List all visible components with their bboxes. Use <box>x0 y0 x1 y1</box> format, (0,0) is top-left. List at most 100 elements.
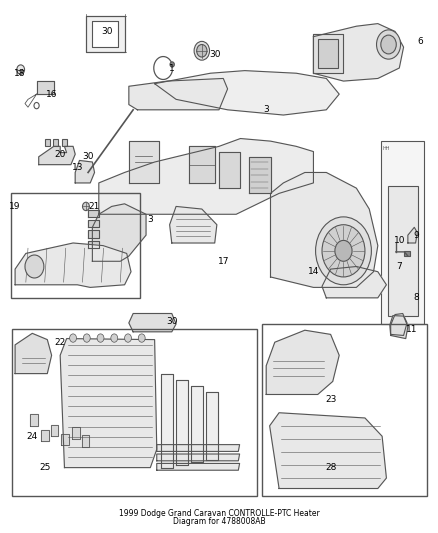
Text: 17: 17 <box>218 257 229 266</box>
Polygon shape <box>157 454 240 461</box>
Polygon shape <box>390 316 408 338</box>
Polygon shape <box>161 374 173 467</box>
Text: 20: 20 <box>54 150 66 159</box>
Bar <box>318 39 338 68</box>
Bar <box>262 324 427 496</box>
Polygon shape <box>41 430 49 441</box>
Circle shape <box>377 30 401 59</box>
Polygon shape <box>170 206 217 243</box>
Polygon shape <box>81 435 89 447</box>
Bar <box>45 139 50 147</box>
Polygon shape <box>36 81 54 94</box>
Text: 28: 28 <box>325 463 336 472</box>
Polygon shape <box>129 313 176 332</box>
Polygon shape <box>314 34 343 73</box>
Polygon shape <box>408 228 417 243</box>
Bar <box>86 16 124 52</box>
Polygon shape <box>322 266 386 298</box>
Text: 1: 1 <box>169 63 175 72</box>
Text: 7: 7 <box>396 262 402 271</box>
Polygon shape <box>72 427 80 439</box>
Polygon shape <box>189 147 215 183</box>
Circle shape <box>17 65 25 74</box>
Text: 30: 30 <box>82 152 94 161</box>
Polygon shape <box>155 71 339 115</box>
Text: 18: 18 <box>14 69 25 78</box>
Text: 13: 13 <box>71 163 83 172</box>
Circle shape <box>124 334 131 342</box>
Polygon shape <box>271 173 378 287</box>
Text: 30: 30 <box>166 317 177 326</box>
Polygon shape <box>60 338 157 467</box>
Polygon shape <box>129 78 228 110</box>
Polygon shape <box>219 151 240 188</box>
Text: 23: 23 <box>325 395 336 404</box>
Polygon shape <box>157 445 240 451</box>
Circle shape <box>315 217 371 285</box>
Polygon shape <box>75 160 95 183</box>
Polygon shape <box>266 330 339 394</box>
Polygon shape <box>15 243 131 287</box>
Circle shape <box>322 225 365 277</box>
Text: 1999 Dodge Grand Caravan CONTROLLE-PTC Heater: 1999 Dodge Grand Caravan CONTROLLE-PTC H… <box>119 508 319 518</box>
Bar <box>86 16 124 52</box>
Polygon shape <box>39 147 75 165</box>
Circle shape <box>170 62 174 67</box>
Text: 16: 16 <box>46 90 57 99</box>
Circle shape <box>25 255 44 278</box>
Bar <box>53 139 58 147</box>
Polygon shape <box>391 313 407 335</box>
Polygon shape <box>157 463 240 470</box>
Circle shape <box>82 202 89 211</box>
Text: 30: 30 <box>209 51 220 60</box>
Text: HH: HH <box>383 147 390 151</box>
Polygon shape <box>30 414 38 426</box>
Circle shape <box>138 334 145 342</box>
Circle shape <box>83 334 90 342</box>
Polygon shape <box>88 209 99 217</box>
Polygon shape <box>176 380 188 465</box>
Bar <box>62 139 67 147</box>
Circle shape <box>194 42 209 60</box>
Text: 9: 9 <box>413 231 419 240</box>
Polygon shape <box>88 220 99 228</box>
Polygon shape <box>249 157 271 193</box>
Text: 6: 6 <box>418 37 424 46</box>
Text: 24: 24 <box>27 432 38 441</box>
Text: 10: 10 <box>393 236 405 245</box>
Bar <box>92 21 118 47</box>
Bar <box>12 329 257 496</box>
Circle shape <box>70 334 77 342</box>
Circle shape <box>111 334 118 342</box>
Text: 19: 19 <box>9 202 21 211</box>
Text: Diagram for 4788008AB: Diagram for 4788008AB <box>173 517 265 526</box>
Text: 30: 30 <box>102 27 113 36</box>
Circle shape <box>197 45 207 57</box>
Polygon shape <box>92 204 146 261</box>
Polygon shape <box>270 413 386 488</box>
Polygon shape <box>129 141 159 183</box>
Bar <box>404 251 410 256</box>
Text: 3: 3 <box>148 215 153 224</box>
Circle shape <box>97 334 104 342</box>
Polygon shape <box>51 425 58 436</box>
Polygon shape <box>206 392 218 460</box>
Text: 25: 25 <box>39 463 51 472</box>
Polygon shape <box>191 386 203 463</box>
Polygon shape <box>88 230 99 238</box>
Text: 11: 11 <box>406 325 418 334</box>
Text: 22: 22 <box>55 338 66 347</box>
Bar <box>92 21 118 47</box>
Polygon shape <box>61 434 69 445</box>
Text: 3: 3 <box>263 106 269 114</box>
Polygon shape <box>15 333 52 374</box>
Text: 14: 14 <box>308 267 319 276</box>
Bar <box>381 141 424 324</box>
Circle shape <box>381 35 396 54</box>
Circle shape <box>335 240 352 261</box>
Bar <box>388 185 418 316</box>
Polygon shape <box>314 23 403 81</box>
Polygon shape <box>88 241 99 248</box>
Bar <box>11 193 140 298</box>
Text: 8: 8 <box>413 293 419 302</box>
